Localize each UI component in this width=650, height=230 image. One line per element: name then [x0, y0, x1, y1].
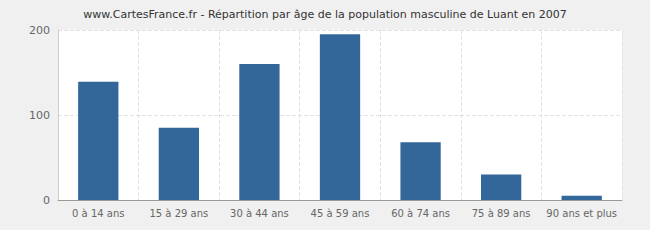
svg-text:90 ans et plus: 90 ans et plus: [546, 208, 617, 219]
svg-text:200: 200: [29, 24, 50, 37]
svg-text:0: 0: [43, 194, 50, 207]
svg-text:60 à 74 ans: 60 à 74 ans: [391, 208, 450, 219]
svg-text:45 à 59 ans: 45 à 59 ans: [311, 208, 370, 219]
svg-text:0 à 14 ans: 0 à 14 ans: [72, 208, 124, 219]
svg-text:100: 100: [29, 109, 50, 122]
svg-text:75 à 89 ans: 75 à 89 ans: [472, 208, 531, 219]
svg-text:30 à 44 ans: 30 à 44 ans: [230, 208, 289, 219]
svg-text:15 à 29 ans: 15 à 29 ans: [149, 208, 208, 219]
svg-text:www.CartesFrance.fr - Répartit: www.CartesFrance.fr - Répartition par âg…: [83, 8, 567, 21]
